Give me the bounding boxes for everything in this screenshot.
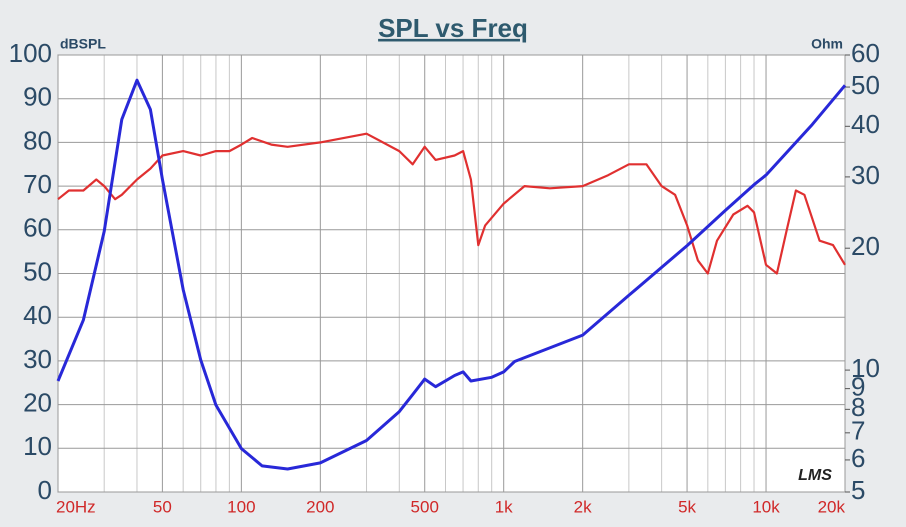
x-tick-label: 500 xyxy=(411,497,439,516)
y-tick-label: 100 xyxy=(9,38,52,68)
y-tick-label: 90 xyxy=(23,82,52,112)
y-tick-label: 10 xyxy=(23,431,52,461)
x-tick-label: 200 xyxy=(306,497,334,516)
y2-tick-label: 40 xyxy=(851,109,880,139)
y2-tick-label: 60 xyxy=(851,38,880,68)
y2-axis-label: Ohm xyxy=(811,36,843,52)
x-tick-label: 20Hz xyxy=(56,497,96,516)
x-tick-label: 100 xyxy=(227,497,255,516)
y-tick-label: 50 xyxy=(23,256,52,286)
y2-tick-label: 6 xyxy=(851,443,865,473)
y2-tick-label: 5 xyxy=(851,475,865,505)
y2-tick-label: 8 xyxy=(851,392,865,422)
y-tick-label: 0 xyxy=(38,475,52,505)
series-line xyxy=(56,78,847,471)
x-tick-label: 1k xyxy=(495,497,513,516)
y2-tick-label: 9 xyxy=(851,372,865,402)
y2-tick-label: 30 xyxy=(851,160,880,190)
y-tick-label: 20 xyxy=(23,387,52,417)
y2-tick-label: 50 xyxy=(851,70,880,100)
y-tick-label: 70 xyxy=(23,169,52,199)
x-tick-label: 2k xyxy=(574,497,592,516)
x-tick-label: 50 xyxy=(153,497,172,516)
watermark: LMS xyxy=(798,467,832,484)
x-tick-label: 10k xyxy=(752,497,780,516)
y-tick-label: 40 xyxy=(23,300,52,330)
y-tick-label: 80 xyxy=(23,125,52,155)
y-tick-label: 60 xyxy=(23,213,52,243)
y-tick-label: 30 xyxy=(23,344,52,374)
x-tick-label: 20k xyxy=(818,497,846,516)
y2-tick-label: 20 xyxy=(851,231,880,261)
y-axis-label: dBSPL xyxy=(60,36,106,52)
chart-title: SPL vs Freq xyxy=(378,13,528,43)
y2-tick-label: 7 xyxy=(851,416,865,446)
x-tick-label: 5k xyxy=(678,497,696,516)
y2-tick-label: 10 xyxy=(851,353,880,383)
